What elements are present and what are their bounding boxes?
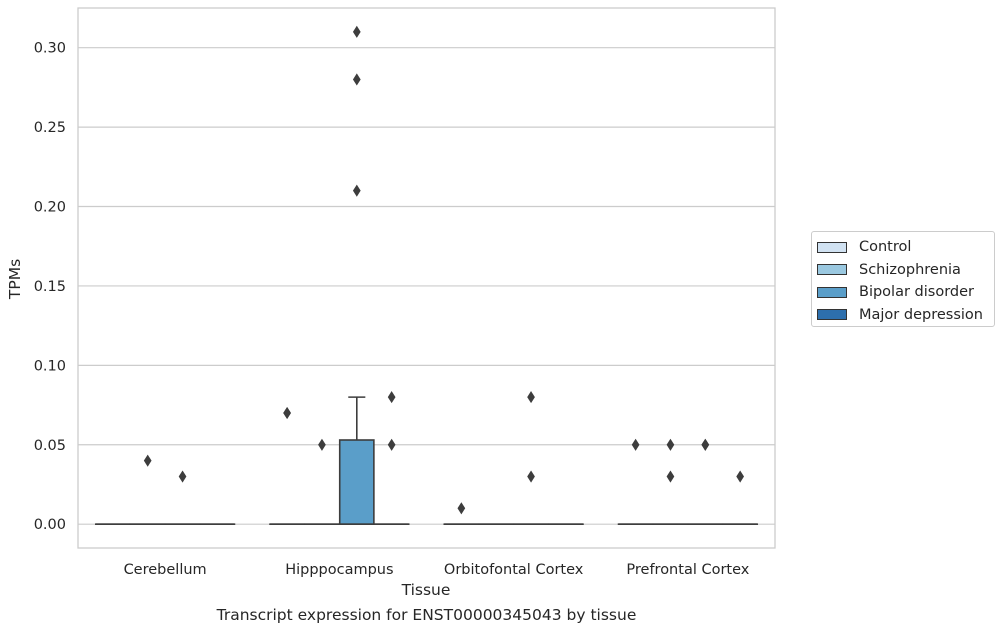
y-tick-label: 0.10 xyxy=(34,358,66,374)
box-body xyxy=(338,439,375,525)
outlier-point xyxy=(318,438,326,451)
y-tick-label: 0.00 xyxy=(34,517,66,533)
x-axis-ticks: Cerebellum Hipppocampus Orbitofontal Corte… xyxy=(124,562,750,578)
box-schizophrenia xyxy=(304,438,340,525)
boxes xyxy=(94,25,759,525)
box-bipolar-disorder xyxy=(338,25,375,525)
legend: Control Schizophrenia Bipolar disorder Majo… xyxy=(811,231,995,327)
outlier-point xyxy=(631,438,640,451)
outlier-point xyxy=(666,470,675,483)
x-tick-label: Cerebellum xyxy=(124,562,207,578)
outlier-point xyxy=(352,73,361,86)
y-tick-label: 0.25 xyxy=(34,120,66,136)
outlier-point xyxy=(457,502,466,515)
y-axis-label: TPMs xyxy=(6,259,24,300)
legend-label: Schizophrenia xyxy=(859,261,961,278)
y-tick-label: 0.20 xyxy=(34,200,66,216)
outlier-point xyxy=(283,406,291,420)
x-tick-label: Orbitofontal Cortex xyxy=(444,562,584,578)
x-tick-label: Hipppocampus xyxy=(285,562,393,578)
legend-label: Control xyxy=(859,239,912,256)
chart-caption: Transcript expression for ENST0000034504… xyxy=(216,606,637,624)
legend-label: Major depression xyxy=(859,306,983,323)
legend-label: Bipolar disorder xyxy=(859,284,974,301)
box-major-depression xyxy=(373,391,410,525)
outlier-point xyxy=(387,391,396,404)
box-bipolar-disorder xyxy=(687,438,724,525)
legend-swatch xyxy=(817,286,847,298)
outlier-point xyxy=(352,25,361,38)
outlier-point xyxy=(666,438,675,451)
legend-swatch xyxy=(817,264,847,276)
y-axis-ticks: 0.00 0.05 0.10 0.15 0.20 0.25 0.30 xyxy=(34,41,66,533)
outlier-point xyxy=(178,470,187,483)
outlier-point xyxy=(736,470,745,483)
outlier-point xyxy=(701,438,710,451)
y-tick-label: 0.30 xyxy=(34,41,66,57)
box-bipolar-disorder xyxy=(513,391,549,525)
outlier-point xyxy=(527,391,535,404)
legend-item: Major depression xyxy=(817,304,994,327)
outlier-point xyxy=(527,470,535,483)
outlier-point xyxy=(387,438,396,451)
legend-swatch xyxy=(817,309,847,321)
x-tick-label: Prefrontal Cortex xyxy=(626,562,749,578)
legend-item: Bipolar disorder xyxy=(817,281,994,304)
outlier-point xyxy=(143,454,152,467)
box-major-depression xyxy=(722,470,759,525)
box-schizophrenia xyxy=(652,438,689,525)
y-tick-label: 0.05 xyxy=(34,438,66,454)
legend-item: Schizophrenia xyxy=(817,259,994,282)
plot-area xyxy=(77,7,776,549)
legend-swatch xyxy=(817,241,847,253)
x-axis-label: Tissue xyxy=(401,581,451,599)
legend-item: Control xyxy=(817,236,994,259)
y-tick-label: 0.15 xyxy=(34,279,66,295)
outlier-point xyxy=(352,184,361,197)
